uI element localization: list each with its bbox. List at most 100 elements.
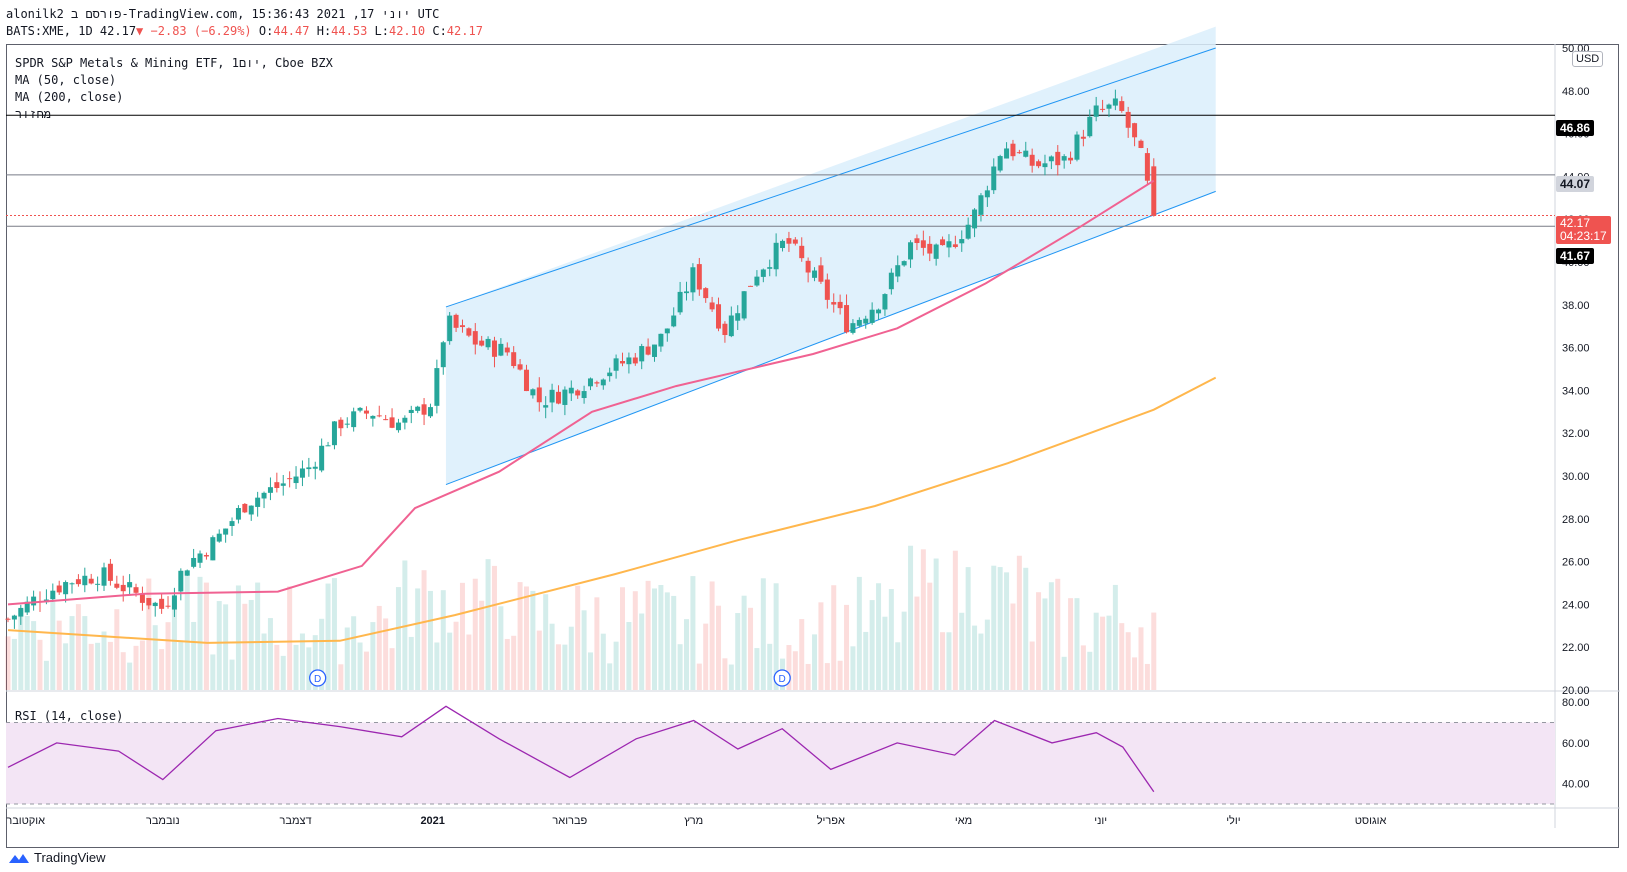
candle [485,336,491,350]
candle [447,312,453,345]
candle-body [523,369,529,392]
candle [50,583,56,603]
candle [479,335,485,347]
volume-bar [523,586,529,690]
candle-body [863,318,869,324]
candle-body [127,582,133,588]
volume-bar [139,640,145,690]
candle-body [984,190,990,198]
volume-bar [549,623,555,690]
low-label: L: [374,24,389,38]
candle [421,398,427,426]
volume-bar [184,576,190,690]
candle-body [1100,108,1106,110]
candle [1112,89,1118,111]
candle [88,573,94,585]
volume-bar [491,565,497,690]
candle-body [1023,150,1029,157]
chart-frame[interactable] [6,44,1619,848]
legend-ma50[interactable]: MA (50, close) [15,73,117,87]
volume-bar [101,631,107,690]
volume-bar [152,625,158,690]
candle-body [280,483,286,486]
candle-body [517,364,523,370]
down-arrow-icon: ▼ [136,24,144,38]
volume-bar [587,652,593,690]
candle-body [331,421,337,446]
volume-bar [421,570,427,690]
volume-bar [997,567,1003,690]
candle-body [1042,163,1048,168]
candle [562,386,568,416]
candle [716,297,722,332]
candle [709,296,715,312]
legend-volume[interactable]: מחזור [15,107,52,121]
volume-bar [684,619,690,690]
candle [991,158,997,194]
volume-group [5,545,1157,690]
candle-body [1151,166,1157,216]
volume-bar [850,646,856,690]
candle [11,614,17,629]
candle-body [652,344,658,357]
rsi-legend[interactable]: RSI (14, close) [15,709,124,723]
candle [888,268,894,295]
candle [684,281,690,301]
volume-bar [1106,615,1112,690]
candle [1100,99,1106,113]
candle-body [357,407,363,411]
candle [786,231,792,252]
volume-bar [165,622,171,690]
candle [165,596,171,609]
candle [146,597,152,610]
volume-bar [383,618,389,690]
candle [594,380,600,388]
candle [543,396,549,419]
volume-bar [991,565,997,690]
volume-bar [952,550,958,690]
volume-bar [43,660,49,690]
price-badge-41-67: 41.67 [1556,248,1595,264]
close-value: 42.17 [446,24,483,38]
volume-bar [75,604,81,690]
currency-badge[interactable]: USD [1572,51,1604,67]
volume-bar [837,660,843,690]
candle-body [959,239,965,244]
candle [114,575,120,590]
candle-body [1138,140,1144,149]
volume-bar [946,632,952,690]
legend-ma200[interactable]: MA (200, close) [15,90,124,104]
candle-body [466,328,472,336]
volume-bar [1112,584,1118,690]
candle [376,405,382,418]
volume-bar [1125,632,1131,690]
volume-bar [984,619,990,690]
candle [1048,155,1054,170]
rsi-tick-label: 40.00 [1562,779,1590,791]
volume-bar [447,632,453,690]
candle [773,233,779,277]
candle [536,377,542,412]
candle [581,385,587,404]
tradingview-logo[interactable]: TradingView [8,850,106,865]
candle-body [613,358,619,371]
candle-body [133,587,139,593]
candle [876,308,882,320]
candle-body [5,618,11,620]
candle-body [888,272,894,290]
volume-bar [216,601,222,690]
candle-body [786,238,792,244]
volume-bar [203,582,209,690]
candle [210,535,216,561]
candle [824,273,830,309]
candle-body [728,315,734,337]
candle-body [1061,156,1067,161]
time-tick-label: 2021 [420,815,444,827]
candle-body [1055,151,1061,166]
candle-body [210,537,216,561]
candle-body [767,267,773,269]
price-tick-label: 48.00 [1562,86,1590,98]
volume-bar [901,611,907,690]
volume-bar [895,642,901,690]
